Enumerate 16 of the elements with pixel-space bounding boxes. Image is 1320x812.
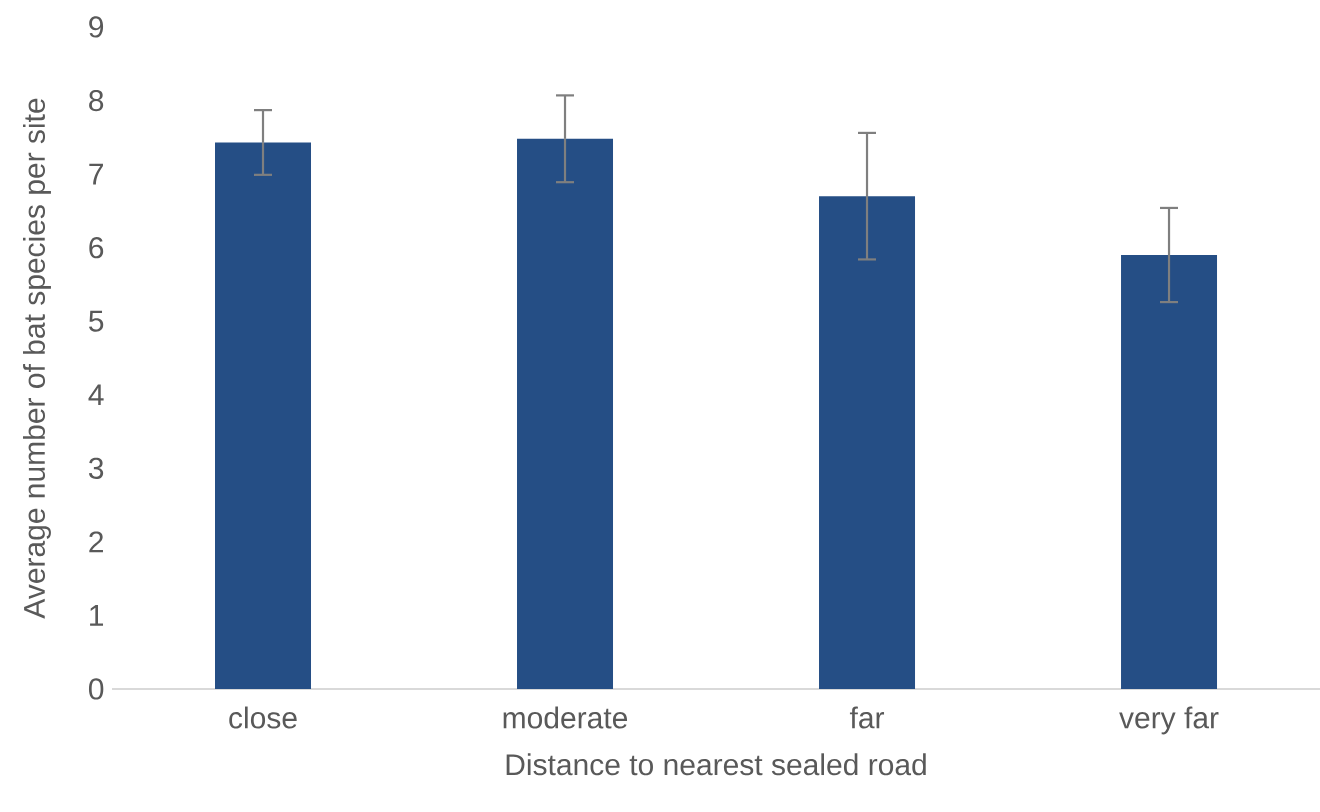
x-tick-label: close (229, 706, 297, 729)
y-tick-label: 1 (90, 605, 104, 626)
x-axis-title: Distance to nearest sealed road (506, 753, 926, 776)
y-tick-label: 7 (89, 163, 103, 185)
x-tick-label: moderate (503, 706, 628, 729)
y-tick-label: 8 (89, 89, 104, 112)
y-tick-label: 6 (89, 237, 104, 259)
y-tick-label: 0 (88, 678, 104, 700)
y-tick-label: 2 (89, 531, 103, 553)
y-tick-label: 4 (88, 384, 104, 406)
y-tick-label: 9 (89, 16, 104, 38)
y-axis-title: Average number of bat species per site (23, 98, 51, 619)
x-tick-label: far (849, 706, 885, 729)
y-tick-label: 5 (89, 310, 104, 332)
x-tick-label: very far (1119, 706, 1219, 735)
y-tick-label: 3 (88, 457, 104, 479)
